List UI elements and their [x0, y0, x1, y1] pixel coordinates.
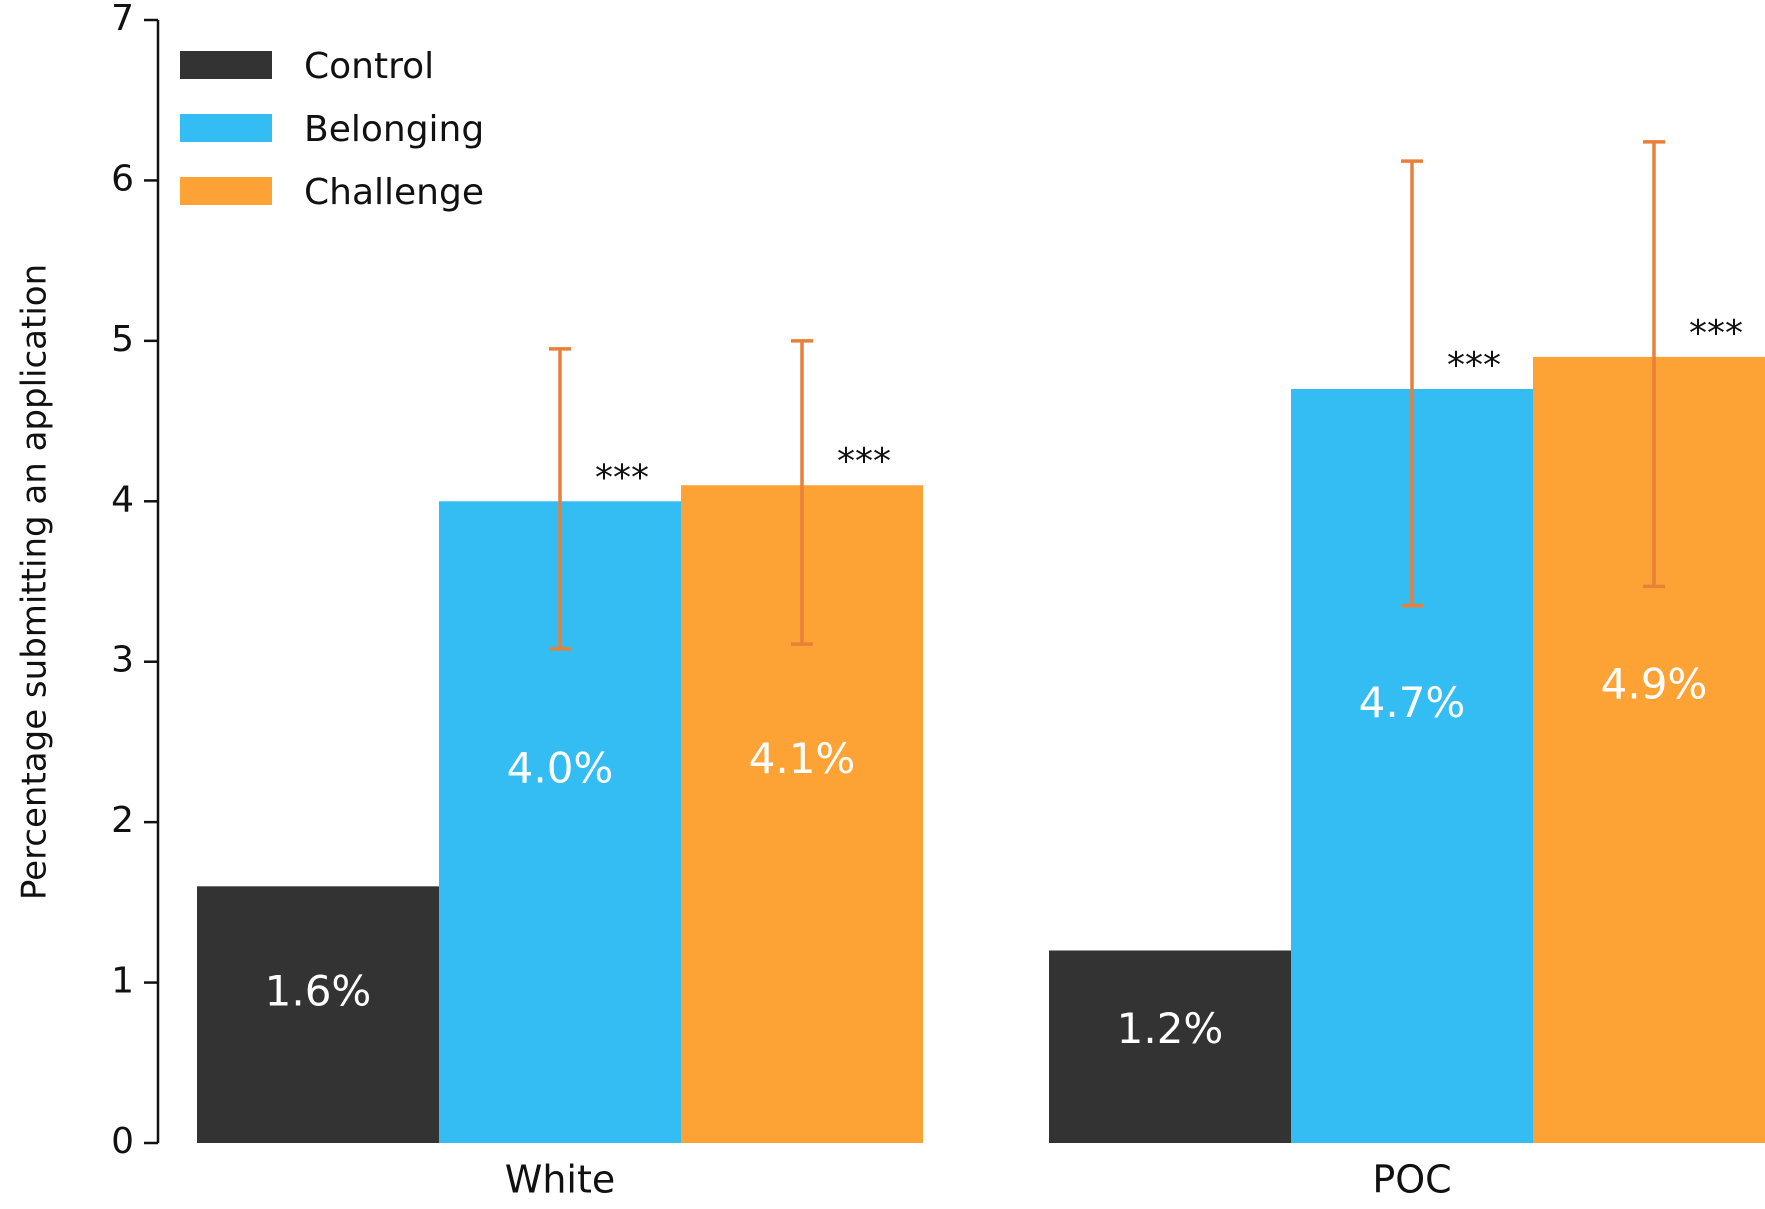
- bar: [197, 886, 439, 1143]
- y-axis-label: Percentage submitting an application: [15, 264, 55, 900]
- y-tick-label: 1: [111, 961, 134, 1002]
- legend-swatch: [180, 114, 272, 142]
- bar: [1533, 356, 1765, 1143]
- value-label: 4.7%: [1359, 678, 1466, 727]
- significance: ***: [837, 441, 891, 482]
- y-tick-label: 7: [111, 0, 134, 39]
- y-tick-label: 4: [111, 479, 134, 520]
- y-tick-label: 3: [111, 640, 134, 681]
- significance: ***: [1689, 313, 1743, 354]
- x-tick-label: White: [505, 1158, 616, 1202]
- bar: [1049, 950, 1291, 1143]
- legend-swatch: [180, 177, 272, 205]
- legend-swatch: [180, 51, 272, 79]
- legend-label: Belonging: [304, 109, 484, 150]
- significance: ***: [595, 457, 649, 498]
- y-tick-label: 0: [111, 1121, 134, 1162]
- value-label: 1.6%: [265, 967, 372, 1016]
- value-label: 4.9%: [1601, 660, 1708, 709]
- y-tick-label: 6: [111, 158, 134, 199]
- x-tick-label: POC: [1372, 1158, 1451, 1202]
- value-label: 4.1%: [749, 734, 856, 783]
- significance: ***: [1447, 345, 1501, 386]
- legend-label: Challenge: [304, 172, 484, 213]
- value-label: 4.0%: [507, 743, 614, 792]
- value-label: 1.2%: [1117, 1004, 1224, 1053]
- legend-label: Control: [304, 46, 434, 87]
- y-tick-label: 2: [111, 800, 134, 841]
- y-tick-label: 5: [111, 319, 134, 360]
